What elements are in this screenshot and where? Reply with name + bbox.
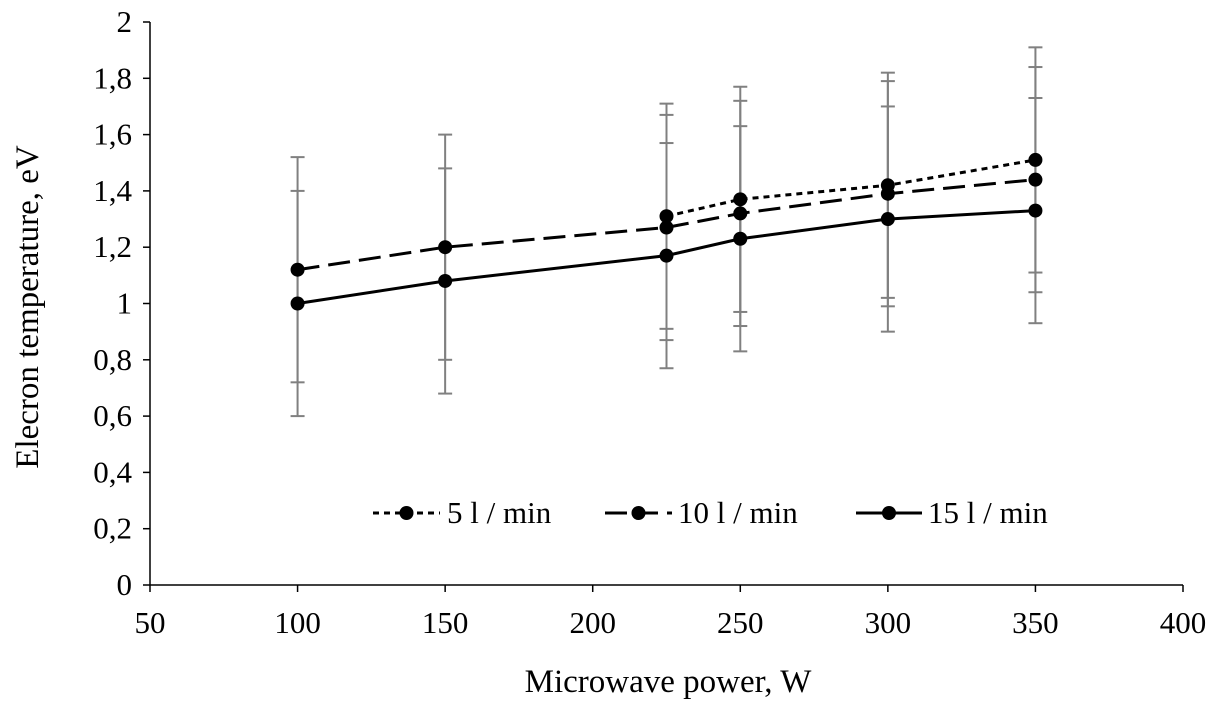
x-tick-label: 100 — [274, 605, 321, 640]
data-point — [659, 248, 674, 263]
y-tick-label: 0,2 — [93, 511, 132, 546]
data-point — [290, 262, 305, 277]
legend-label: 10 l / min — [678, 495, 798, 530]
data-point — [438, 273, 453, 288]
y-tick-label: 1,6 — [93, 117, 132, 152]
y-tick-label: 0,6 — [93, 398, 132, 433]
series-line — [297, 209, 1036, 305]
legend-label: 5 l / min — [447, 495, 552, 530]
x-axis-title: Microwave power, W — [525, 664, 813, 700]
y-tick-label: 1,2 — [93, 229, 132, 264]
legend-marker — [399, 506, 414, 520]
legend-label: 15 l / min — [928, 495, 1048, 530]
series-line — [297, 178, 1036, 272]
y-tick-label: 0 — [117, 567, 133, 602]
data-point — [1028, 203, 1043, 218]
legend: 5 l / min 10 l / min 15 l / min — [373, 495, 1048, 530]
axes — [143, 21, 1184, 592]
legend-marker — [882, 506, 896, 520]
data-point — [659, 220, 674, 235]
y-tick-label: 1 — [117, 286, 133, 321]
data-point — [1028, 172, 1043, 187]
data-point — [880, 186, 895, 201]
data-point — [438, 240, 453, 255]
data-point — [880, 212, 895, 227]
data-point — [290, 296, 305, 311]
x-tick-label: 350 — [1012, 605, 1059, 640]
data-point — [733, 206, 748, 221]
x-tick-label: 250 — [717, 605, 764, 640]
series-line — [666, 158, 1036, 218]
x-tick-label: 50 — [135, 605, 166, 640]
legend-marker — [631, 506, 646, 520]
y-tick-label: 0,4 — [93, 454, 132, 489]
x-tick-label: 400 — [1160, 605, 1207, 640]
y-tick-label: 0,8 — [93, 342, 132, 377]
data-point — [1028, 152, 1043, 167]
series-lines — [297, 158, 1036, 305]
y-tick-label: 2 — [117, 4, 133, 39]
data-point — [733, 192, 748, 207]
data-point — [733, 231, 748, 246]
y-tick-label: 1,4 — [93, 173, 132, 208]
y-tick-label: 1,8 — [93, 60, 132, 95]
y-axis-title: Elecron temperature, eV — [10, 145, 46, 469]
x-tick-label: 150 — [422, 605, 469, 640]
x-tick-label: 300 — [865, 605, 912, 640]
data-point — [659, 209, 674, 224]
series-points — [290, 152, 1043, 311]
x-tick-label: 200 — [569, 605, 616, 640]
